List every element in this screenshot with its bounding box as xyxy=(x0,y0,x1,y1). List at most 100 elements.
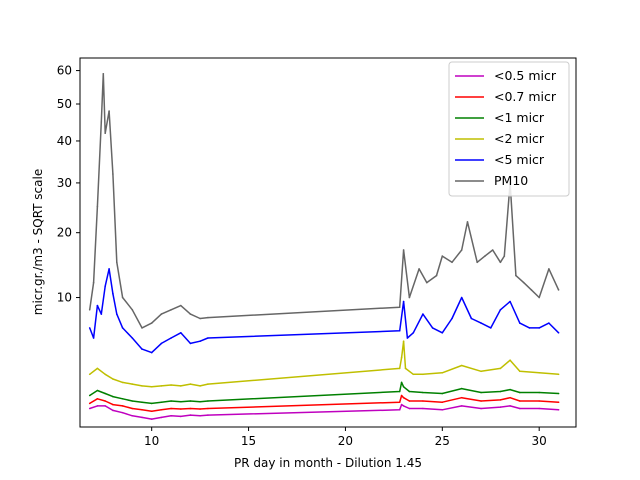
legend-label-4: <5 micr xyxy=(494,152,545,167)
series-5-point xyxy=(189,313,192,315)
series-0-point xyxy=(557,409,560,411)
series-0-point xyxy=(441,409,444,411)
series-5-point xyxy=(499,261,502,264)
series-4-point xyxy=(538,327,540,329)
series-3-point xyxy=(538,372,540,374)
series-2-point xyxy=(112,395,114,398)
series-4-point xyxy=(88,327,91,329)
series-3-point xyxy=(441,372,444,374)
series-1-point xyxy=(112,403,114,406)
series-3-point xyxy=(557,373,560,376)
series-0-point xyxy=(398,409,401,411)
series-4-point xyxy=(402,300,405,303)
series-4-point xyxy=(180,332,182,334)
series-4-point xyxy=(441,332,444,334)
series-3-point xyxy=(199,385,201,387)
series-2-point xyxy=(131,400,134,402)
series-0-point xyxy=(499,406,502,408)
legend: <0.5 micr <0.7 micr <1 micr <2 micr <5 micr P… xyxy=(448,61,570,197)
series-line-3 xyxy=(89,340,559,388)
series-5-point xyxy=(441,255,444,257)
series-5-point xyxy=(522,281,525,284)
legend-box xyxy=(448,61,570,197)
series-4-point xyxy=(431,327,434,329)
series-4-point xyxy=(104,285,106,288)
series-2-point xyxy=(141,401,143,404)
series-5-point xyxy=(100,121,103,123)
y-tick-label: 60 xyxy=(57,64,72,78)
series-5-point xyxy=(426,281,428,284)
series-0-point xyxy=(160,416,163,419)
x-tick-label: 25 xyxy=(435,434,450,448)
series-4-point xyxy=(490,327,492,329)
series-1-point xyxy=(460,396,463,399)
series-5-point xyxy=(121,296,124,299)
series-3-point xyxy=(402,340,405,343)
y-tick-label: 30 xyxy=(57,176,72,190)
legend-label-1: <0.7 micr xyxy=(494,89,557,104)
series-0-point xyxy=(88,407,91,410)
series-5-point xyxy=(398,306,401,309)
legend-label-2: <1 micr xyxy=(494,110,545,125)
series-2-point xyxy=(104,392,106,395)
series-0-point xyxy=(189,414,192,416)
series-5-point xyxy=(88,309,91,311)
legend-label-5: PM10 xyxy=(494,173,528,188)
series-3-point xyxy=(412,373,415,376)
series-4-point xyxy=(100,313,103,315)
series-3-point xyxy=(404,367,407,370)
series-0-point xyxy=(408,407,411,410)
series-5-point xyxy=(466,221,469,223)
series-4-point xyxy=(112,292,114,295)
series-5-point xyxy=(538,296,540,299)
series-1-point xyxy=(538,400,540,402)
series-5-point xyxy=(108,110,110,112)
series-5-point xyxy=(116,261,118,264)
series-5-point xyxy=(150,322,153,324)
x-tick-label: 30 xyxy=(532,434,547,448)
legend-label-0: <0.5 micr xyxy=(494,68,557,83)
series-5-point xyxy=(141,327,143,329)
series-0-point xyxy=(141,416,143,419)
series-1-point xyxy=(160,409,163,411)
x-tick-label: 10 xyxy=(144,434,159,448)
y-tick-label: 50 xyxy=(57,97,72,111)
series-5-point xyxy=(112,173,114,175)
series-3-point xyxy=(170,384,172,386)
series-5-point xyxy=(491,249,494,251)
series-5-point xyxy=(92,281,95,284)
series-1-point xyxy=(422,400,424,402)
series-0-point xyxy=(480,407,482,410)
series-5-point xyxy=(435,274,438,277)
series-4-point xyxy=(398,330,401,332)
series-5-point xyxy=(180,304,182,307)
series-5-point xyxy=(96,205,99,208)
series-2-point xyxy=(480,391,482,394)
series-3-point xyxy=(131,383,134,385)
series-4-point xyxy=(207,337,209,339)
series-2-point xyxy=(160,401,163,404)
series-5-point xyxy=(402,249,405,251)
series-0-point xyxy=(150,418,153,420)
series-4-point xyxy=(116,313,118,315)
series-5-point xyxy=(104,132,106,134)
series-5-point xyxy=(557,289,560,291)
series-0-point xyxy=(131,415,134,417)
series-3-point xyxy=(480,370,482,373)
series-4-point xyxy=(519,322,521,324)
series-1-point xyxy=(400,394,403,397)
series-5-point xyxy=(451,261,453,264)
x-axis: 10 15 20 25 30 xyxy=(144,427,547,448)
series-2-point xyxy=(441,392,444,395)
series-1-point xyxy=(104,400,106,402)
series-5-point xyxy=(548,268,550,270)
series-1-point xyxy=(121,405,124,407)
series-1-point xyxy=(207,407,209,410)
series-5-point xyxy=(484,255,486,257)
series-5-point xyxy=(131,309,134,311)
series-3-point xyxy=(150,386,153,388)
series-5-point xyxy=(102,73,105,75)
series-5-point xyxy=(199,317,201,320)
series-1-point xyxy=(199,408,201,410)
